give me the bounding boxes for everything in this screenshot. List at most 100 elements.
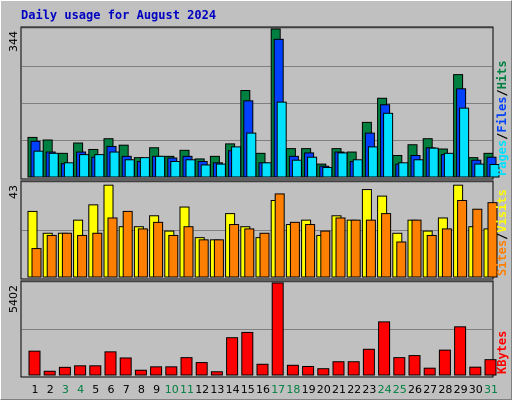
bar-sites [350, 219, 361, 278]
bar-pages [94, 154, 105, 178]
bar-sites [61, 232, 72, 278]
bar-sites [92, 232, 103, 278]
bar-sites [320, 230, 331, 278]
bar-pages [185, 159, 196, 178]
bar-pages [109, 151, 120, 178]
bar-pages [231, 146, 242, 178]
bar-pages [428, 147, 439, 178]
bar-sites [77, 234, 88, 278]
x-tick-label: 6 [108, 383, 115, 396]
x-tick-label: 31 [484, 383, 498, 396]
bar-pages [459, 107, 470, 178]
bar-sites [229, 224, 240, 278]
x-tick-label: 25 [393, 383, 407, 396]
bar-sites [426, 234, 437, 278]
bar-kbytes [241, 331, 254, 376]
bar-kbytes [484, 359, 497, 376]
x-tick-label: 26 [408, 383, 422, 396]
bar-sites [244, 228, 255, 278]
bar-sites [168, 234, 179, 278]
bar-pages [398, 162, 409, 178]
legend-visits: Visits [495, 189, 509, 232]
bar-pages [322, 167, 333, 178]
x-tick-label: 1 [32, 383, 39, 396]
x-tick-label: 24 [378, 383, 392, 396]
legend-kbytes: KBytes [495, 331, 509, 374]
x-tick-label: 28 [438, 383, 452, 396]
bar-sites [122, 210, 133, 278]
bar-kbytes [165, 366, 178, 376]
legend-top: Pages/Files/Hits [495, 60, 509, 176]
bar-pages [215, 163, 226, 178]
bar-sites [289, 221, 300, 278]
bar-kbytes [89, 365, 102, 376]
x-tick-label: 23 [362, 383, 376, 396]
bar-pages [276, 101, 287, 178]
legend-pages: Pages [495, 140, 509, 176]
bar-pages [352, 159, 363, 178]
x-tick-label: 12 [195, 383, 209, 396]
bar-kbytes [256, 363, 269, 376]
bar-kbytes [226, 337, 239, 376]
bar-sites [31, 248, 42, 278]
x-tick-label: 9 [153, 383, 160, 396]
bar-sites [335, 217, 346, 278]
bar-kbytes [271, 282, 284, 376]
bar-pages [155, 155, 166, 178]
x-tick-label: 11 [180, 383, 194, 396]
legend-files: Files [495, 97, 509, 133]
bar-pages [48, 152, 59, 178]
bar-pages [383, 112, 394, 178]
x-tick-label: 30 [469, 383, 483, 396]
x-tick-label: 3 [62, 383, 69, 396]
bar-kbytes [104, 351, 117, 376]
bar-sites [487, 202, 498, 278]
bar-pages [124, 159, 135, 178]
bar-sites [472, 208, 483, 278]
bar-pages [139, 157, 150, 178]
bar-pages [79, 154, 90, 178]
bar-kbytes [150, 366, 163, 376]
bar-sites [213, 239, 224, 278]
bar-kbytes [469, 366, 482, 376]
bar-pages [474, 163, 485, 178]
bar-kbytes [134, 369, 147, 376]
bar-kbytes [195, 362, 208, 376]
bar-kbytes [74, 365, 87, 376]
x-tick-label: 8 [138, 383, 145, 396]
bar-kbytes [362, 348, 375, 376]
bar-pages [489, 164, 500, 178]
x-tick-label: 2 [47, 383, 54, 396]
x-tick-label: 29 [454, 383, 468, 396]
y-max-label: 43 [7, 185, 20, 199]
bar-sites [305, 224, 316, 278]
bar-kbytes [347, 361, 360, 376]
bar-kbytes [408, 355, 421, 376]
bar-sites [107, 217, 118, 278]
bar-kbytes [180, 357, 193, 376]
bar-sites [411, 219, 422, 278]
legend-separator: / [495, 133, 509, 140]
bar-sites [274, 193, 285, 278]
bar-kbytes [210, 371, 223, 376]
bar-pages [261, 162, 272, 178]
bar-kbytes [28, 350, 41, 376]
bar-kbytes [378, 321, 391, 376]
x-tick-label: 16 [256, 383, 270, 396]
y-max-label: 5402 [7, 285, 20, 313]
x-tick-label: 21 [332, 383, 346, 396]
x-tick-label: 17 [271, 383, 285, 396]
x-tick-label: 15 [241, 383, 255, 396]
bar-sites [198, 239, 209, 278]
x-tick-label: 22 [347, 383, 361, 396]
bar-pages [413, 159, 424, 178]
bar-sites [153, 221, 164, 278]
bar-sites [259, 232, 270, 278]
x-tick-label: 18 [286, 383, 300, 396]
bar-pages [307, 156, 318, 178]
bar-kbytes [286, 364, 299, 376]
x-tick-label: 7 [123, 383, 130, 396]
bar-pages [33, 150, 44, 178]
bar-sites [457, 199, 468, 278]
